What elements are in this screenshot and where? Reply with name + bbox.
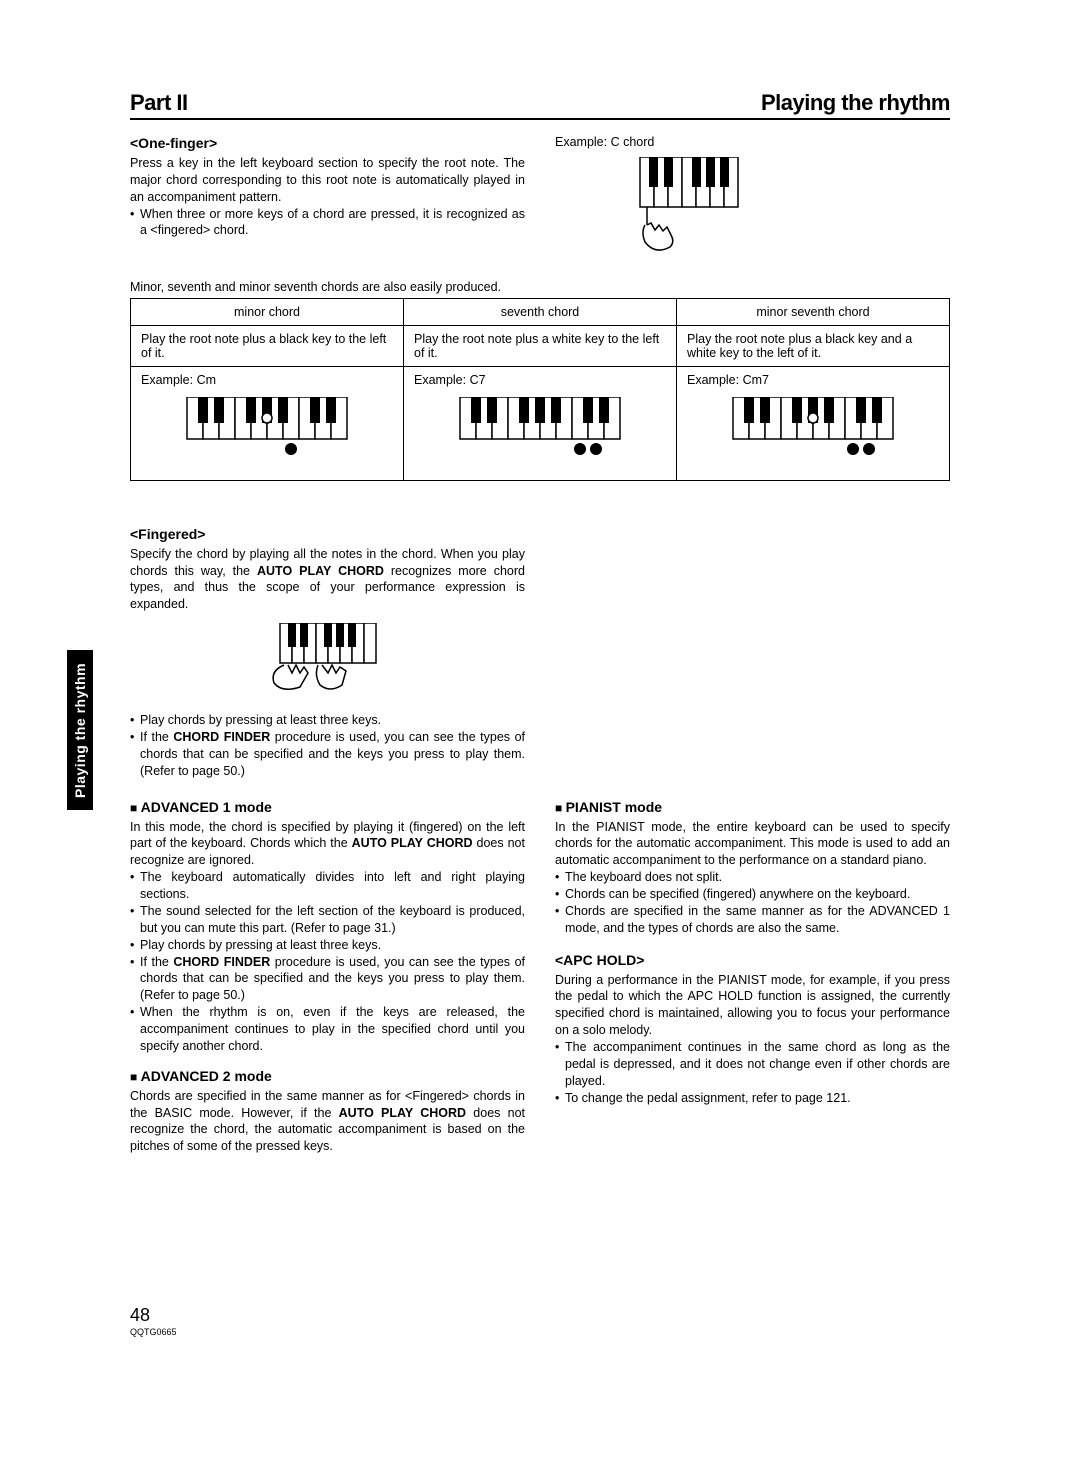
apc-heading: <APC HOLD> — [555, 951, 950, 970]
apc-bullet-2: •To change the pedal assignment, refer t… — [555, 1090, 950, 1107]
chord-cell-cm7: Example: Cm7 — [677, 366, 950, 480]
example-c-chord: Example: C chord — [555, 134, 950, 262]
adv2-para: Chords are specified in the same manner … — [130, 1088, 525, 1156]
keyboard-fingered-icon — [260, 623, 950, 698]
adv1-bullet-4: •If the CHORD FINDER procedure is used, … — [130, 954, 525, 1005]
adv1-heading: ADVANCED 1 mode — [130, 798, 525, 817]
chord-header-minor: minor chord — [131, 298, 404, 325]
section-title: Playing the rhythm — [761, 90, 950, 116]
pianist-para: In the PIANIST mode, the entire keyboard… — [555, 819, 950, 870]
chord-desc-minor7: Play the root note plus a black key and … — [677, 325, 950, 366]
adv1-para: In this mode, the chord is specified by … — [130, 819, 525, 870]
adv1-bullet-3: •Play chords by pressing at least three … — [130, 937, 525, 954]
fingered-bullet-2: •If the CHORD FINDER procedure is used, … — [130, 729, 525, 780]
adv1-bullet-2: •The sound selected for the left section… — [130, 903, 525, 937]
chord-header-seventh: seventh chord — [404, 298, 677, 325]
fingered-para: Specify the chord by playing all the not… — [130, 546, 525, 614]
chord-cell-c7: Example: C7 — [404, 366, 677, 480]
side-tab: Playing the rhythm — [67, 650, 93, 810]
chord-table-intro: Minor, seventh and minor seventh chords … — [130, 280, 950, 294]
chord-header-minor7: minor seventh chord — [677, 298, 950, 325]
adv1-bullet-5: •When the rhythm is on, even if the keys… — [130, 1004, 525, 1055]
keyboard-c-chord-icon — [555, 157, 950, 262]
page-header: Part II Playing the rhythm — [130, 90, 950, 120]
one-finger-para: Press a key in the left keyboard section… — [130, 155, 525, 206]
keyboard-cm7-icon — [687, 387, 939, 474]
apc-bullet-1: •The accompaniment continues in the same… — [555, 1039, 950, 1090]
chord-cell-cm: Example: Cm — [131, 366, 404, 480]
part-title: Part II — [130, 90, 188, 116]
adv1-bullet-1: •The keyboard automatically divides into… — [130, 869, 525, 903]
left-modes-column: ADVANCED 1 mode In this mode, the chord … — [130, 798, 525, 1156]
chord-desc-seventh: Play the root note plus a white key to t… — [404, 325, 677, 366]
one-finger-column: <One-finger> Press a key in the left key… — [130, 134, 525, 262]
adv2-heading: ADVANCED 2 mode — [130, 1067, 525, 1086]
right-modes-column: PIANIST mode In the PIANIST mode, the en… — [555, 798, 950, 1156]
keyboard-cm-icon — [141, 387, 393, 474]
doc-code: QQTG0665 — [130, 1327, 177, 1337]
page-number: 48 — [130, 1305, 150, 1326]
fingered-heading: <Fingered> — [130, 525, 525, 544]
chord-table: minor chord seventh chord minor seventh … — [130, 298, 950, 481]
chord-desc-minor: Play the root note plus a black key to t… — [131, 325, 404, 366]
one-finger-heading: <One-finger> — [130, 134, 525, 153]
fingered-bullet-1: •Play chords by pressing at least three … — [130, 712, 525, 729]
pianist-bullet-1: •The keyboard does not split. — [555, 869, 950, 886]
pianist-bullet-3: •Chords are specified in the same manner… — [555, 903, 950, 937]
pianist-heading: PIANIST mode — [555, 798, 950, 817]
keyboard-c7-icon — [414, 387, 666, 474]
apc-para: During a performance in the PIANIST mode… — [555, 972, 950, 1040]
one-finger-bullet: •When three or more keys of a chord are … — [130, 206, 525, 240]
example-c-label: Example: C chord — [555, 134, 950, 151]
pianist-bullet-2: •Chords can be specified (fingered) anyw… — [555, 886, 950, 903]
